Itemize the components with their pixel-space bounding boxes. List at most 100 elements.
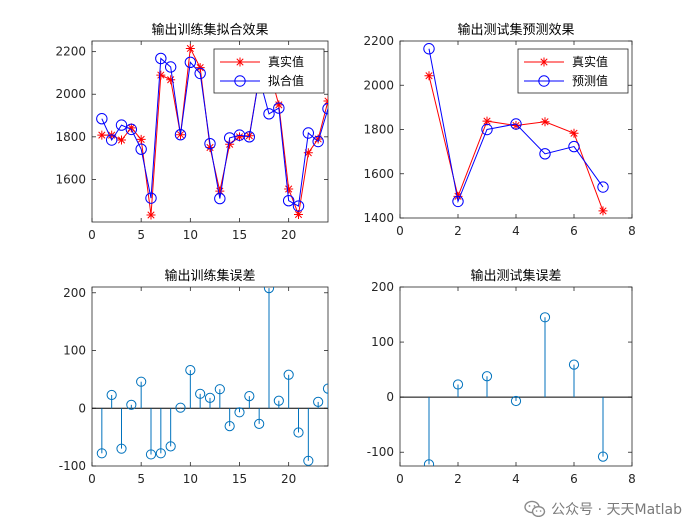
x-tick-label: 6 xyxy=(570,224,578,238)
data-point xyxy=(540,117,550,127)
data-point xyxy=(481,123,493,136)
stem-marker xyxy=(145,449,157,460)
data-point xyxy=(164,61,177,73)
x-tick-label: 2 xyxy=(454,224,462,238)
y-tick-label: 100 xyxy=(371,335,394,349)
y-tick-label: 2000 xyxy=(363,78,394,92)
data-point xyxy=(125,123,138,136)
data-point xyxy=(424,71,434,81)
x-tick-label: 0 xyxy=(88,472,96,486)
data-point xyxy=(225,139,235,149)
legend-marker xyxy=(539,57,549,67)
data-point xyxy=(136,134,146,144)
data-point xyxy=(117,135,126,145)
stem-marker xyxy=(165,441,176,452)
stem-marker xyxy=(204,392,216,403)
data-point xyxy=(282,195,295,207)
x-tick-label: 4 xyxy=(512,224,520,238)
data-point xyxy=(322,103,328,115)
stem-marker xyxy=(214,384,225,395)
y-tick-label: 100 xyxy=(63,344,86,358)
stem-marker xyxy=(185,365,196,376)
legend-label: 预测值 xyxy=(572,73,608,88)
x-tick-label: 2 xyxy=(454,472,462,486)
plot-area xyxy=(400,312,632,466)
data-point xyxy=(539,148,551,160)
data-point xyxy=(482,116,492,126)
stem-marker xyxy=(452,379,464,390)
x-tick-label: 4 xyxy=(512,472,520,486)
x-tick-label: 8 xyxy=(628,224,636,238)
y-tick-label: 1800 xyxy=(363,123,394,137)
data-point xyxy=(96,113,108,125)
y-tick-label: 1800 xyxy=(55,130,86,144)
y-tick-label: -100 xyxy=(59,459,86,473)
plot-title: 输出测试集预测效果 xyxy=(457,22,574,38)
stem-marker xyxy=(195,388,206,399)
x-tick-label: 0 xyxy=(88,228,96,242)
plot-area xyxy=(423,43,609,216)
stem-marker xyxy=(106,389,117,401)
plot-area xyxy=(96,43,328,220)
data-point xyxy=(214,192,226,205)
data-point xyxy=(146,210,156,220)
y-tick-label: 2000 xyxy=(55,87,86,101)
data-point xyxy=(155,52,167,65)
y-tick-label: 200 xyxy=(63,286,86,300)
legend-box xyxy=(517,48,629,94)
x-tick-label: 0 xyxy=(396,472,404,486)
data-point xyxy=(292,200,305,212)
data-point xyxy=(156,70,166,80)
x-tick-label: 15 xyxy=(232,472,247,486)
stem-marker xyxy=(510,395,522,407)
data-point xyxy=(274,100,284,110)
legend-label: 拟合值 xyxy=(268,73,304,88)
data-point xyxy=(568,140,580,153)
stem-marker xyxy=(155,448,166,459)
legend-label: 真实值 xyxy=(572,54,608,69)
data-point xyxy=(235,132,244,142)
wechat-icon xyxy=(524,500,546,518)
data-point xyxy=(166,75,176,85)
plot-title: 输出训练集误差 xyxy=(164,268,255,284)
y-tick-label: -100 xyxy=(367,445,394,459)
x-tick-label: 8 xyxy=(628,472,636,486)
data-point xyxy=(185,43,195,53)
data-point xyxy=(263,108,275,120)
data-point xyxy=(423,43,435,55)
x-tick-label: 6 xyxy=(570,472,578,486)
legend-marker xyxy=(235,57,245,67)
data-point xyxy=(204,137,216,150)
x-tick-label: 5 xyxy=(137,228,145,242)
stem-marker xyxy=(126,399,137,410)
data-point xyxy=(205,142,215,152)
x-tick-label: 10 xyxy=(183,228,198,242)
data-point xyxy=(135,143,147,155)
x-tick-label: 20 xyxy=(281,228,296,242)
data-point xyxy=(598,206,608,216)
stem-marker xyxy=(283,369,294,380)
data-point xyxy=(184,56,197,68)
data-point xyxy=(273,102,285,114)
x-tick-label: 20 xyxy=(281,472,296,486)
data-point xyxy=(145,192,157,204)
legend-marker xyxy=(538,75,550,87)
stem-marker xyxy=(481,371,493,382)
plot-title: 输出训练集拟合效果 xyxy=(151,22,268,38)
data-point xyxy=(105,134,118,146)
stem-marker xyxy=(96,448,107,459)
stem-marker xyxy=(234,407,245,418)
y-tick-label: 2200 xyxy=(55,45,86,59)
data-point xyxy=(97,130,107,140)
data-point xyxy=(284,184,294,194)
data-point xyxy=(303,148,313,158)
data-point xyxy=(174,128,187,141)
data-point xyxy=(195,63,205,73)
stem-marker xyxy=(263,287,275,294)
stem-marker xyxy=(244,391,255,402)
data-point xyxy=(294,210,303,220)
watermark-text: 公众号 · 天天Matlab xyxy=(551,502,682,518)
